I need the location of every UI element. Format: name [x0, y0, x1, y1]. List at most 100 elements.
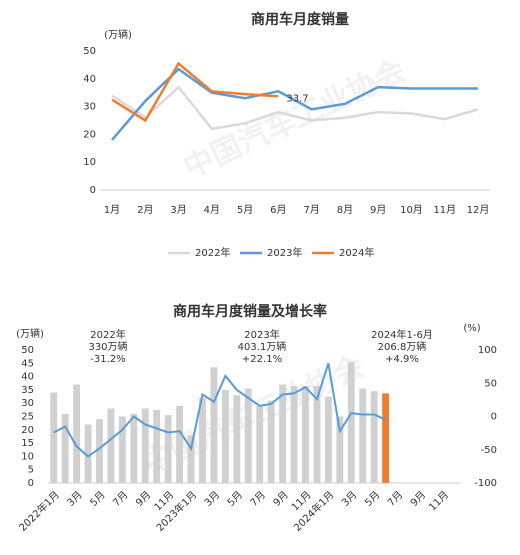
annotation: 2023年: [244, 328, 279, 341]
y-tick-label: 20: [83, 129, 96, 140]
y-tick-label: 40: [21, 372, 34, 383]
legend-label: 2024年: [339, 246, 374, 259]
bar: [130, 413, 138, 483]
y-tick-label: 15: [21, 438, 34, 449]
x-tick-label: 4月: [204, 204, 220, 216]
bar: [347, 361, 355, 483]
x-tick-label: 9月: [271, 489, 291, 509]
data-label: 33.7: [286, 93, 308, 104]
annotation: 2022年: [90, 328, 125, 341]
bar: [187, 435, 195, 483]
x-tick-label: 12月: [467, 204, 490, 216]
watermark: 中国汽车工业协会: [178, 53, 410, 186]
y-tick-label: 0: [90, 185, 96, 196]
x-tick-label: 2022年1月: [16, 488, 62, 534]
bar: [267, 400, 275, 483]
annotation: 2024年1-6月: [371, 328, 433, 341]
bar: [233, 395, 241, 483]
bar: [61, 413, 69, 483]
legend-label: 2023年: [267, 246, 302, 259]
x-tick-label: 10月: [400, 204, 423, 216]
y-tick-label: 40: [83, 74, 96, 85]
x-tick-label: 7月: [385, 489, 405, 509]
bar: [73, 384, 81, 483]
y-unit: (万辆): [104, 28, 132, 41]
y2-tick-label: 50: [484, 378, 497, 389]
x-tick-label: 11月: [427, 489, 452, 514]
bar: [382, 393, 390, 483]
y-tick-label: 0: [28, 478, 34, 489]
bar: [199, 397, 206, 483]
x-tick-label: 9月: [408, 489, 428, 509]
series-line: [111, 61, 279, 123]
bar: [176, 405, 184, 483]
x-tick-label: 7月: [111, 489, 131, 509]
bar: [244, 388, 252, 483]
x-tick-label: 1月: [104, 204, 120, 216]
bar: [50, 392, 58, 483]
x-tick-label: 3月: [170, 204, 186, 216]
y-tick-label: 30: [83, 102, 96, 113]
bar: [279, 384, 287, 483]
x-tick-label: 7月: [248, 489, 268, 509]
annotation: 206.8万辆: [378, 340, 427, 353]
x-tick-label: 8月: [337, 204, 353, 216]
watermark: 中国汽车工业协会: [137, 349, 369, 482]
annotation: +4.9%: [385, 354, 419, 365]
y2-tick-label: -100: [474, 478, 497, 489]
x-tick-label: 3月: [339, 489, 359, 509]
annotation: 330万辆: [88, 340, 127, 353]
x-tick-label: 2月: [137, 204, 153, 216]
bar: [336, 416, 344, 483]
y-tick-label: 10: [83, 157, 96, 168]
bar: [370, 391, 378, 483]
x-tick-label: 5月: [362, 489, 382, 509]
y2-tick-label: 0: [491, 412, 497, 423]
y-tick-label: 20: [21, 425, 34, 436]
y-unit: (万辆): [16, 327, 44, 340]
x-tick-label: 5月: [237, 204, 253, 216]
annotation: 403.1万辆: [238, 340, 287, 353]
x-tick-label: 3月: [65, 489, 85, 509]
y2-tick-label: 100: [478, 345, 497, 356]
bar: [164, 415, 172, 483]
bar: [221, 389, 229, 483]
series-line: [111, 85, 479, 131]
chart-title: 商用车月度销量: [251, 11, 349, 28]
bar: [256, 405, 264, 483]
y-tick-label: 50: [21, 345, 34, 356]
y-tick-label: 50: [83, 46, 96, 57]
annotation: +22.1%: [242, 354, 282, 365]
series-line: [53, 362, 387, 458]
bar: [96, 419, 103, 483]
x-tick-label: 5月: [88, 489, 108, 509]
x-tick-label: 7月: [303, 204, 319, 216]
y2-tick-label: -50: [481, 445, 497, 456]
y2-unit: (%): [463, 323, 480, 334]
y-tick-label: 25: [21, 412, 34, 423]
legend-label: 2022年: [195, 246, 230, 259]
x-tick-label: 5月: [225, 489, 245, 509]
chart-title: 商用车月度销量及增长率: [173, 303, 327, 320]
y-tick-label: 35: [21, 385, 34, 396]
annotation: -31.2%: [90, 354, 125, 365]
bar: [210, 367, 218, 483]
x-tick-label: 3月: [202, 489, 222, 509]
y-tick-label: 30: [21, 398, 34, 409]
bar: [141, 408, 149, 483]
x-tick-label: 9月: [370, 204, 386, 216]
bar: [359, 388, 367, 483]
bar: [302, 385, 309, 483]
y-tick-label: 5: [28, 465, 34, 476]
y-tick-label: 10: [21, 451, 34, 462]
bar: [107, 408, 115, 483]
bar: [84, 424, 92, 483]
y-tick-label: 45: [21, 358, 34, 369]
x-tick-label: 11月: [433, 204, 456, 216]
x-tick-label: 9月: [133, 489, 153, 509]
x-tick-label: 6月: [270, 204, 286, 216]
bar: [313, 385, 321, 483]
bar: [324, 396, 332, 483]
bar: [290, 385, 298, 483]
